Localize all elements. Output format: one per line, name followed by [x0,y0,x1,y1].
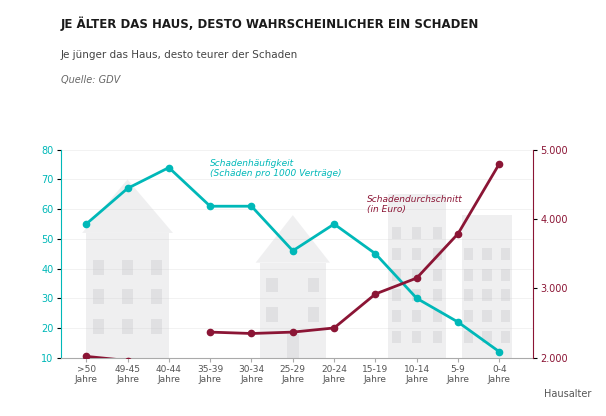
Bar [86,233,169,358]
Bar [391,290,401,301]
Bar [482,248,491,260]
Polygon shape [256,215,330,262]
Bar [388,194,445,358]
Bar [122,260,133,275]
Bar [464,310,473,322]
Bar [464,269,473,280]
Bar [433,331,442,343]
Bar [412,331,421,343]
Bar [151,290,162,304]
Bar [267,307,278,322]
Bar [501,269,510,280]
Bar [412,290,421,301]
Bar [433,310,442,322]
Bar [391,331,401,343]
Bar [151,319,162,334]
Bar [501,310,510,322]
Bar [93,319,104,334]
Bar [433,290,442,301]
Bar [122,319,133,334]
Bar [391,310,401,322]
Text: Hausalter: Hausalter [544,389,592,399]
Text: Je jünger das Haus, desto teurer der Schaden: Je jünger das Haus, desto teurer der Sch… [61,50,298,60]
Bar [464,331,473,343]
Bar [93,290,104,304]
Bar [260,262,326,358]
Bar [412,227,421,239]
Bar [93,260,104,275]
Bar [433,227,442,239]
Bar [391,227,401,239]
Bar [412,310,421,322]
Bar [412,269,421,280]
Text: Schadendurchschnitt
(in Euro): Schadendurchschnitt (in Euro) [367,195,463,214]
Bar [267,277,278,292]
Bar [482,290,491,301]
Bar [464,248,473,260]
Bar [501,248,510,260]
Bar [308,277,319,292]
Text: Schadenhäufigkeit
(Schäden pro 1000 Verträge): Schadenhäufigkeit (Schäden pro 1000 Vert… [210,158,342,178]
Bar [501,331,510,343]
Bar [412,248,421,260]
Bar [482,331,491,343]
Polygon shape [82,179,173,233]
Bar [482,310,491,322]
Bar [122,290,133,304]
Bar [391,269,401,280]
Bar [391,248,401,260]
Bar [151,260,162,275]
Bar [501,290,510,301]
Text: Quelle: GDV: Quelle: GDV [61,75,120,85]
Bar [308,307,319,322]
Text: JE ÄLTER DAS HAUS, DESTO WAHRSCHEINLICHER EIN SCHADEN: JE ÄLTER DAS HAUS, DESTO WAHRSCHEINLICHE… [61,17,479,31]
Bar [287,334,299,358]
Bar [433,269,442,280]
Bar [464,290,473,301]
Bar [482,269,491,280]
Bar [433,248,442,260]
Bar [462,215,512,358]
